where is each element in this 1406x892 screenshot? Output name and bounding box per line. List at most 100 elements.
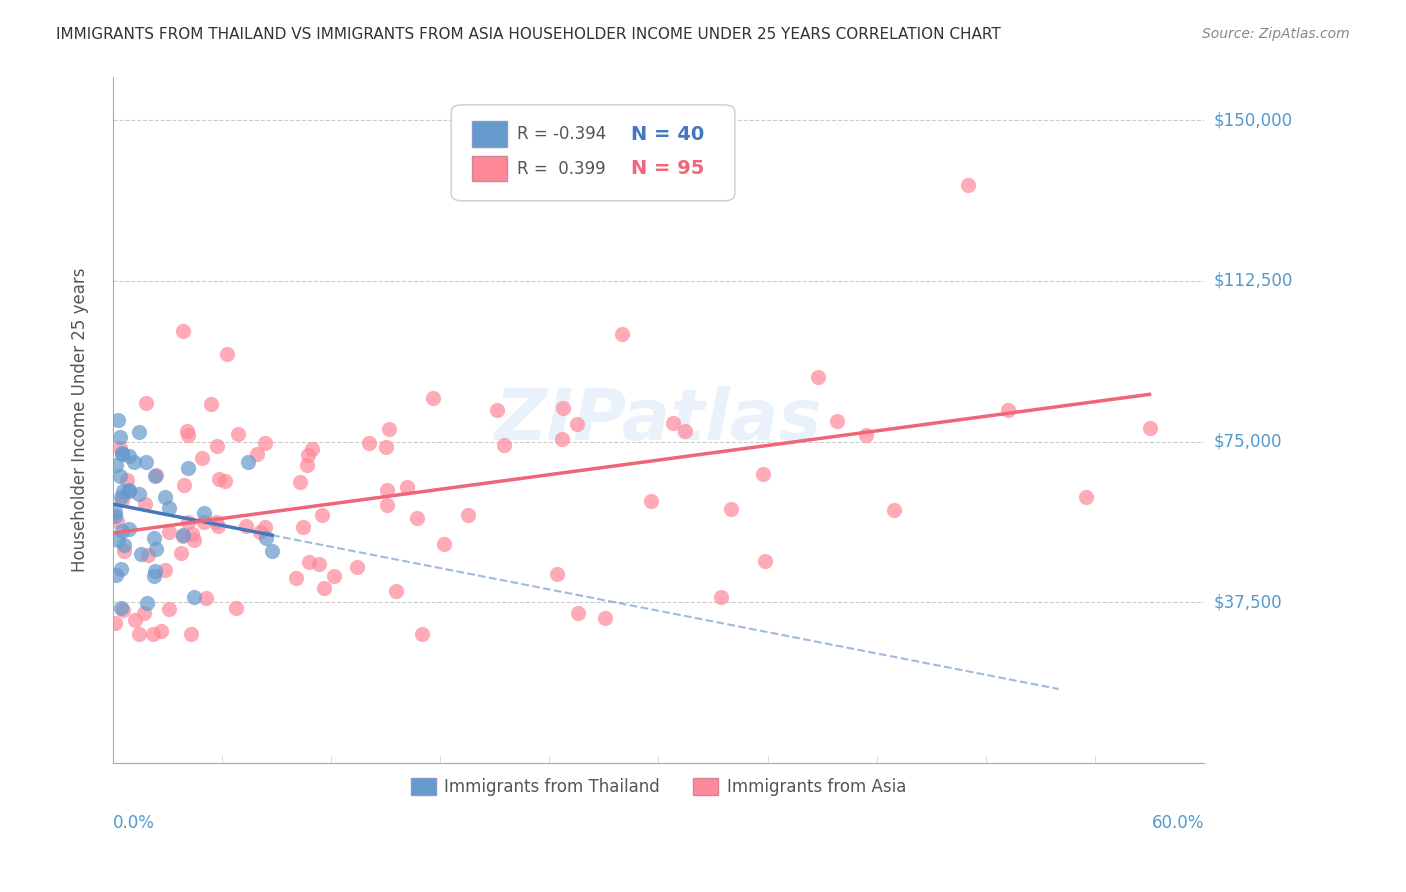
Point bbox=[290, 475, 312, 490]
Point bbox=[172, 324, 194, 338]
Point bbox=[110, 493, 132, 508]
Point bbox=[157, 500, 180, 515]
Point bbox=[193, 506, 215, 520]
Point bbox=[375, 498, 398, 512]
Point bbox=[610, 327, 633, 342]
Text: R = -0.394: R = -0.394 bbox=[516, 126, 606, 144]
Point bbox=[112, 543, 135, 558]
Point bbox=[117, 522, 139, 536]
Point bbox=[406, 511, 429, 525]
Point bbox=[295, 458, 318, 472]
Point bbox=[112, 538, 135, 552]
Point bbox=[411, 627, 433, 641]
Point bbox=[754, 554, 776, 568]
Point bbox=[117, 473, 139, 487]
Point bbox=[177, 515, 200, 529]
Point bbox=[346, 560, 368, 574]
Point bbox=[111, 447, 134, 461]
Point bbox=[173, 478, 195, 492]
Point bbox=[322, 569, 344, 583]
Point bbox=[204, 515, 226, 529]
Point bbox=[492, 437, 515, 451]
Point bbox=[108, 468, 131, 483]
FancyBboxPatch shape bbox=[451, 105, 735, 201]
Point bbox=[180, 627, 202, 641]
Point bbox=[710, 590, 733, 604]
Point bbox=[292, 520, 315, 534]
Point bbox=[176, 428, 198, 442]
FancyBboxPatch shape bbox=[472, 121, 506, 146]
Point bbox=[384, 583, 406, 598]
Point bbox=[956, 178, 979, 192]
Point bbox=[311, 508, 333, 523]
Text: 60.0%: 60.0% bbox=[1152, 814, 1204, 832]
Point bbox=[422, 391, 444, 405]
Point bbox=[207, 439, 229, 453]
Point bbox=[683, 135, 706, 149]
Point bbox=[301, 442, 323, 457]
Point bbox=[254, 435, 277, 450]
Point bbox=[308, 557, 330, 571]
Point bbox=[546, 566, 568, 581]
Point bbox=[172, 528, 194, 542]
Point bbox=[235, 519, 257, 533]
Point bbox=[117, 449, 139, 463]
Point bbox=[135, 596, 157, 610]
Point bbox=[132, 606, 155, 620]
Point bbox=[825, 414, 848, 428]
Point bbox=[170, 546, 193, 560]
Point bbox=[134, 497, 156, 511]
Point bbox=[254, 532, 277, 546]
Point bbox=[112, 603, 135, 617]
Point bbox=[751, 467, 773, 481]
Point bbox=[110, 601, 132, 615]
Point bbox=[486, 403, 509, 417]
Point bbox=[457, 508, 479, 522]
Point bbox=[883, 503, 905, 517]
Point bbox=[374, 440, 396, 454]
Point bbox=[208, 472, 231, 486]
Point bbox=[225, 601, 247, 615]
Point bbox=[246, 447, 269, 461]
Point bbox=[111, 446, 134, 460]
Point bbox=[553, 401, 575, 416]
Point bbox=[200, 396, 222, 410]
Point bbox=[145, 541, 167, 556]
Point bbox=[661, 417, 683, 431]
Point bbox=[236, 454, 259, 468]
Point bbox=[183, 590, 205, 604]
Point bbox=[183, 533, 205, 547]
Point bbox=[135, 455, 157, 469]
Legend: Immigrants from Thailand, Immigrants from Asia: Immigrants from Thailand, Immigrants fro… bbox=[405, 771, 912, 803]
Point bbox=[593, 611, 616, 625]
Text: $75,000: $75,000 bbox=[1213, 433, 1282, 450]
Point bbox=[108, 430, 131, 444]
Point bbox=[122, 455, 145, 469]
Point bbox=[285, 571, 308, 585]
Point bbox=[1139, 420, 1161, 434]
Point bbox=[297, 448, 319, 462]
Point bbox=[640, 493, 662, 508]
Point bbox=[107, 514, 129, 528]
Point bbox=[298, 555, 321, 569]
Point bbox=[253, 520, 276, 534]
Point bbox=[177, 461, 200, 475]
Point bbox=[153, 563, 176, 577]
Point bbox=[155, 490, 177, 504]
Point bbox=[215, 347, 238, 361]
Text: R =  0.399: R = 0.399 bbox=[516, 160, 605, 178]
Text: $150,000: $150,000 bbox=[1213, 112, 1292, 129]
Point bbox=[673, 424, 696, 438]
Point bbox=[135, 396, 157, 410]
Point bbox=[124, 613, 146, 627]
Text: Source: ZipAtlas.com: Source: ZipAtlas.com bbox=[1202, 27, 1350, 41]
Point bbox=[104, 458, 127, 472]
Point bbox=[359, 436, 381, 450]
Point bbox=[110, 490, 132, 504]
Point bbox=[143, 468, 166, 483]
Point bbox=[207, 519, 229, 533]
Point bbox=[128, 487, 150, 501]
Point bbox=[104, 508, 127, 523]
Point bbox=[157, 525, 180, 540]
Point bbox=[104, 567, 127, 582]
